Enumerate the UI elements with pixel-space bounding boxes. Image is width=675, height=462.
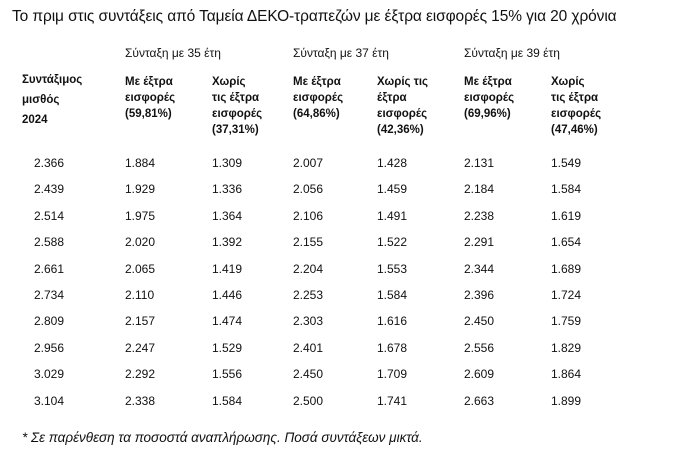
- cell-39-without-extra: 1.654: [551, 235, 582, 250]
- table-row: 2.734 2.110 1.446 2.253 1.584 2.396 1.724: [0, 285, 675, 311]
- cell-35-without-extra: 1.309: [212, 156, 243, 170]
- cell-salary: 2.588: [34, 235, 65, 250]
- cell-37-without-extra: 1.741: [377, 393, 408, 408]
- group-header-35-years: Σύνταξη με 35 έτη: [125, 46, 221, 60]
- cell-salary: 3.029: [34, 367, 65, 382]
- cell-37-without-extra: 1.584: [377, 288, 408, 302]
- cell-37-with-extra: 2.106: [293, 208, 324, 223]
- cell-39-without-extra: 1.899: [551, 393, 582, 408]
- cell-35-with-extra: 2.065: [125, 261, 156, 276]
- cell-35-with-extra: 2.157: [125, 314, 156, 329]
- cell-39-without-extra: 1.759: [551, 314, 582, 329]
- cell-35-with-extra: 2.247: [125, 340, 156, 355]
- cell-39-without-extra: 1.584: [551, 182, 582, 197]
- cell-39-with-extra: 2.131: [464, 156, 495, 170]
- salary-column-header: Συντάξιμος μισθός 2024: [22, 74, 83, 126]
- cell-39-with-extra: 2.609: [464, 367, 495, 382]
- cell-35-with-extra: 1.929: [125, 182, 156, 197]
- cell-salary: 2.809: [34, 314, 65, 329]
- cell-37-with-extra: 2.155: [293, 235, 324, 250]
- cell-37-without-extra: 1.553: [377, 261, 408, 276]
- cell-37-without-extra: 1.428: [377, 156, 408, 170]
- cell-37-without-extra: 1.709: [377, 367, 408, 382]
- group-header-37-years: Σύνταξη με 37 έτη: [293, 46, 389, 60]
- cell-35-with-extra: 2.338: [125, 393, 156, 408]
- cell-39-with-extra: 2.663: [464, 393, 495, 408]
- cell-35-without-extra: 1.364: [212, 208, 243, 223]
- cell-salary: 2.661: [34, 261, 65, 276]
- cell-37-with-extra: 2.500: [293, 393, 324, 408]
- col-header-37-without-extra: Χωρίς τις έξτρα εισφορές (42,36%): [377, 76, 429, 136]
- cell-39-without-extra: 1.829: [551, 340, 582, 355]
- group-header-39-years: Σύνταξη με 39 έτη: [464, 46, 560, 60]
- cell-35-without-extra: 1.392: [212, 235, 243, 250]
- cell-37-with-extra: 2.204: [293, 261, 324, 276]
- table-row: 2.809 2.157 1.474 2.303 1.616 2.450 1.759: [0, 311, 675, 337]
- cell-37-without-extra: 1.491: [377, 208, 408, 223]
- cell-35-without-extra: 1.336: [212, 182, 243, 197]
- cell-35-with-extra: 2.110: [125, 288, 155, 302]
- cell-37-with-extra: 2.450: [293, 367, 324, 382]
- col-header-37-with-extra: Με έξτρα εισφορές (64,86%): [293, 76, 344, 120]
- cell-35-without-extra: 1.584: [212, 393, 243, 408]
- cell-39-without-extra: 1.619: [551, 208, 582, 223]
- cell-39-without-extra: 1.864: [551, 367, 582, 382]
- cell-salary: 3.104: [34, 393, 65, 408]
- cell-39-without-extra: 1.689: [551, 261, 582, 276]
- cell-37-with-extra: 2.303: [293, 314, 324, 329]
- table-title: Το πριμ στις συντάξεις από Ταμεία ΔΕΚΟ-τ…: [12, 8, 617, 25]
- table-row: 2.588 2.020 1.392 2.155 1.522 2.291 1.654: [0, 232, 675, 258]
- cell-39-with-extra: 2.450: [464, 314, 495, 329]
- cell-37-with-extra: 2.007: [293, 156, 324, 170]
- cell-salary: 2.366: [34, 156, 65, 170]
- table-row: 3.029 2.292 1.556 2.450 1.709 2.609 1.864: [0, 364, 675, 390]
- table-row: 2.514 1.975 1.364 2.106 1.491 2.238 1.619: [0, 206, 675, 232]
- cell-37-without-extra: 1.616: [377, 314, 408, 329]
- cell-39-without-extra: 1.549: [551, 156, 582, 170]
- cell-37-without-extra: 1.678: [377, 340, 408, 355]
- cell-35-without-extra: 1.529: [212, 340, 243, 355]
- cell-35-without-extra: 1.419: [212, 261, 243, 276]
- cell-35-with-extra: 1.975: [125, 208, 156, 223]
- cell-39-with-extra: 2.291: [464, 235, 495, 250]
- table-row: 2.439 1.929 1.336 2.056 1.459 2.184 1.584: [0, 179, 675, 205]
- col-header-39-with-extra: Με έξτρα εισφορές (69,96%): [464, 76, 515, 120]
- cell-35-without-extra: 1.556: [212, 367, 243, 382]
- cell-37-with-extra: 2.056: [293, 182, 324, 197]
- cell-salary: 2.734: [34, 288, 65, 302]
- footnote: * Σε παρένθεση τα ποσοστά αναπλήρωσης. Π…: [22, 430, 423, 445]
- cell-37-with-extra: 2.401: [293, 340, 324, 355]
- table-row: 2.366 1.884 1.309 2.007 1.428 2.131 1.549: [0, 153, 675, 179]
- col-header-39-without-extra: Χωρίς τις έξτρα εισφορές (47,46%): [551, 76, 602, 136]
- cell-37-with-extra: 2.253: [293, 288, 324, 302]
- cell-35-with-extra: 2.292: [125, 367, 156, 382]
- cell-35-without-extra: 1.474: [212, 314, 243, 329]
- cell-37-without-extra: 1.459: [377, 182, 408, 197]
- cell-39-with-extra: 2.556: [464, 340, 495, 355]
- cell-salary: 2.439: [34, 182, 65, 197]
- table-row: 2.956 2.247 1.529 2.401 1.678 2.556 1.829: [0, 338, 675, 364]
- cell-35-with-extra: 1.884: [125, 156, 156, 170]
- table-row: 2.661 2.065 1.419 2.204 1.553 2.344 1.689: [0, 259, 675, 285]
- table-row: 3.104 2.338 1.584 2.500 1.741 2.663 1.899: [0, 391, 675, 417]
- cell-39-with-extra: 2.184: [464, 182, 495, 197]
- cell-39-with-extra: 2.344: [464, 261, 495, 276]
- cell-salary: 2.514: [34, 208, 65, 223]
- col-header-35-with-extra: Με έξτρα εισφορές (59,81%): [125, 76, 176, 120]
- cell-35-with-extra: 2.020: [125, 235, 156, 250]
- col-header-35-without-extra: Χωρίς τις έξτρα εισφορές (37,31%): [212, 76, 263, 136]
- cell-37-without-extra: 1.522: [377, 235, 408, 250]
- cell-salary: 2.956: [34, 340, 65, 355]
- cell-39-without-extra: 1.724: [551, 288, 582, 302]
- cell-39-with-extra: 2.238: [464, 208, 495, 223]
- cell-35-without-extra: 1.446: [212, 288, 243, 302]
- cell-39-with-extra: 2.396: [464, 288, 495, 302]
